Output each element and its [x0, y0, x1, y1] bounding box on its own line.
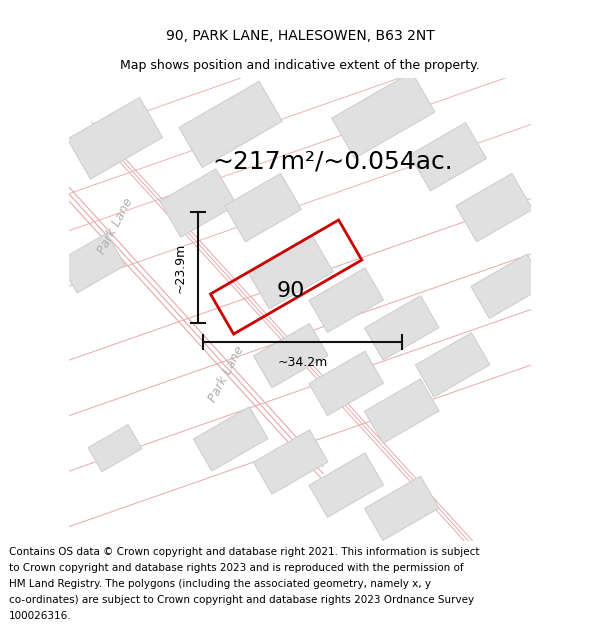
Polygon shape	[309, 351, 383, 416]
Polygon shape	[309, 453, 383, 518]
Text: Contains OS data © Crown copyright and database right 2021. This information is : Contains OS data © Crown copyright and d…	[9, 546, 479, 556]
Text: Park Lane: Park Lane	[95, 196, 135, 256]
Polygon shape	[224, 173, 301, 242]
Text: Park Lane: Park Lane	[206, 344, 246, 404]
Polygon shape	[364, 476, 439, 541]
Polygon shape	[364, 296, 439, 360]
Text: to Crown copyright and database rights 2023 and is reproduced with the permissio: to Crown copyright and database rights 2…	[9, 562, 464, 572]
Text: ~34.2m: ~34.2m	[277, 356, 328, 369]
Text: 100026316.: 100026316.	[9, 611, 71, 621]
Polygon shape	[179, 81, 282, 168]
Text: co-ordinates) are subject to Crown copyright and database rights 2023 Ordnance S: co-ordinates) are subject to Crown copyr…	[9, 594, 474, 604]
Polygon shape	[471, 254, 545, 319]
Text: ~217m²/~0.054ac.: ~217m²/~0.054ac.	[212, 149, 453, 173]
Polygon shape	[415, 332, 490, 397]
Polygon shape	[160, 169, 236, 238]
Polygon shape	[193, 407, 268, 471]
Polygon shape	[456, 173, 533, 242]
Text: 90: 90	[277, 281, 305, 301]
Polygon shape	[309, 268, 383, 332]
Polygon shape	[248, 236, 333, 309]
Polygon shape	[364, 379, 439, 443]
Text: 90, PARK LANE, HALESOWEN, B63 2NT: 90, PARK LANE, HALESOWEN, B63 2NT	[166, 29, 434, 43]
Polygon shape	[67, 98, 163, 179]
Polygon shape	[332, 72, 435, 158]
Text: HM Land Registry. The polygons (including the associated geometry, namely x, y: HM Land Registry. The polygons (includin…	[9, 579, 431, 589]
Polygon shape	[253, 430, 328, 494]
Text: ~23.9m: ~23.9m	[173, 242, 187, 293]
Text: Map shows position and indicative extent of the property.: Map shows position and indicative extent…	[120, 59, 480, 72]
Polygon shape	[88, 424, 142, 472]
Polygon shape	[59, 233, 125, 293]
Polygon shape	[253, 323, 328, 388]
Polygon shape	[410, 122, 487, 191]
